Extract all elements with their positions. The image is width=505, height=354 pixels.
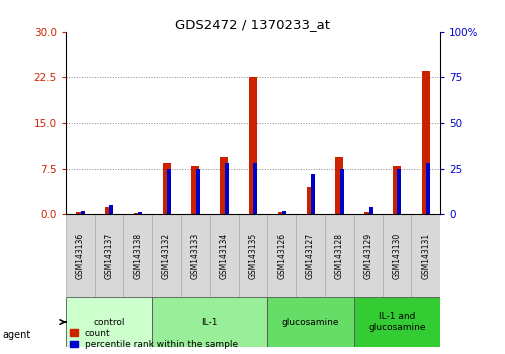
Bar (324, 214, 353, 297)
Text: GSM143137: GSM143137 (104, 233, 113, 279)
Bar (191, 166, 199, 214)
Text: GSM143132: GSM143132 (162, 233, 171, 279)
Text: GSM143138: GSM143138 (133, 233, 142, 279)
Legend: count, percentile rank within the sample: count, percentile rank within the sample (70, 329, 237, 349)
Bar (253, 163, 257, 214)
Bar (306, 187, 314, 214)
Bar (210, 214, 238, 297)
Bar (80, 211, 84, 214)
Text: GSM143136: GSM143136 (76, 233, 84, 279)
Text: GSM143131: GSM143131 (421, 233, 429, 279)
Bar (238, 214, 267, 297)
Bar (123, 214, 152, 297)
Bar (353, 214, 382, 297)
Bar (353, 297, 439, 347)
Text: GSM143127: GSM143127 (306, 233, 315, 279)
Bar (152, 214, 181, 297)
Bar (392, 166, 400, 214)
Text: IL-1: IL-1 (201, 318, 218, 326)
Bar (195, 169, 199, 214)
Text: GSM143128: GSM143128 (334, 233, 343, 279)
Bar (167, 169, 171, 214)
Bar (109, 205, 113, 214)
Bar (368, 207, 372, 214)
Bar (282, 211, 286, 214)
Bar (248, 78, 257, 214)
Bar (181, 214, 210, 297)
Text: GSM143135: GSM143135 (248, 233, 257, 279)
Bar (94, 214, 123, 297)
Bar (364, 212, 372, 214)
Text: GSM143134: GSM143134 (219, 233, 228, 279)
Text: agent: agent (3, 330, 31, 339)
Bar (396, 169, 400, 214)
Bar (311, 174, 315, 214)
Bar (267, 297, 353, 347)
Text: GSM143129: GSM143129 (363, 233, 372, 279)
Bar (267, 214, 295, 297)
Text: glucosamine: glucosamine (281, 318, 339, 326)
Bar (277, 212, 285, 214)
Bar (138, 212, 142, 214)
Bar (66, 214, 94, 297)
Bar (425, 163, 429, 214)
Title: GDS2472 / 1370233_at: GDS2472 / 1370233_at (175, 18, 330, 31)
Text: GSM143126: GSM143126 (277, 233, 286, 279)
Bar (224, 163, 228, 214)
Bar (421, 72, 429, 214)
Bar (105, 207, 113, 214)
Bar (382, 214, 411, 297)
Bar (220, 156, 228, 214)
Text: IL-1 and
glucosamine: IL-1 and glucosamine (368, 312, 425, 332)
Bar (66, 297, 152, 347)
Bar (335, 156, 343, 214)
Bar (339, 169, 343, 214)
Text: control: control (93, 318, 125, 326)
Bar (162, 162, 170, 214)
Text: GSM143133: GSM143133 (190, 233, 199, 279)
Bar (152, 297, 267, 347)
Bar (133, 213, 141, 214)
Bar (411, 214, 439, 297)
Bar (76, 212, 84, 214)
Text: GSM143130: GSM143130 (392, 233, 401, 279)
Bar (295, 214, 324, 297)
